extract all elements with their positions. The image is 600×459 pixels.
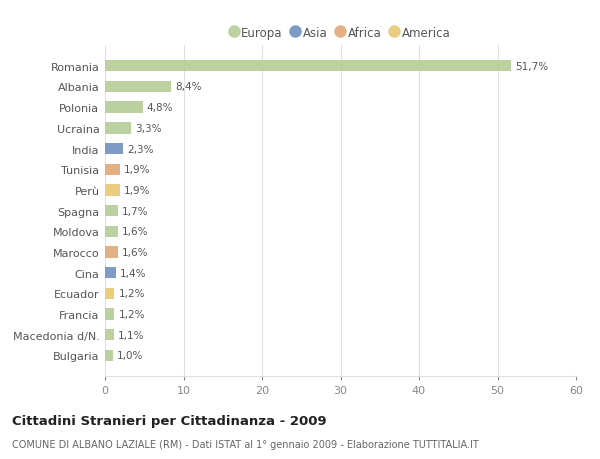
Bar xyxy=(105,123,131,134)
Bar xyxy=(105,288,115,299)
Text: 1,6%: 1,6% xyxy=(121,247,148,257)
Legend: Europa, Asia, Africa, America: Europa, Asia, Africa, America xyxy=(226,22,455,45)
Bar xyxy=(105,268,116,279)
Text: 1,6%: 1,6% xyxy=(121,227,148,237)
Bar xyxy=(105,164,120,175)
Bar xyxy=(105,61,511,72)
Bar xyxy=(105,206,118,217)
Text: 1,2%: 1,2% xyxy=(118,289,145,299)
Text: 1,0%: 1,0% xyxy=(117,351,143,361)
Text: 3,3%: 3,3% xyxy=(135,123,161,134)
Bar xyxy=(105,247,118,258)
Text: 51,7%: 51,7% xyxy=(515,62,548,72)
Text: 1,1%: 1,1% xyxy=(118,330,144,340)
Text: 1,2%: 1,2% xyxy=(118,309,145,319)
Text: 2,3%: 2,3% xyxy=(127,144,154,154)
Text: COMUNE DI ALBANO LAZIALE (RM) - Dati ISTAT al 1° gennaio 2009 - Elaborazione TUT: COMUNE DI ALBANO LAZIALE (RM) - Dati IST… xyxy=(12,440,479,449)
Text: 4,8%: 4,8% xyxy=(146,103,173,113)
Bar xyxy=(105,350,113,361)
Bar xyxy=(105,82,171,93)
Text: 1,9%: 1,9% xyxy=(124,185,151,196)
Text: Cittadini Stranieri per Cittadinanza - 2009: Cittadini Stranieri per Cittadinanza - 2… xyxy=(12,414,326,428)
Text: 8,4%: 8,4% xyxy=(175,82,202,92)
Text: 1,9%: 1,9% xyxy=(124,165,151,175)
Bar xyxy=(105,330,113,341)
Text: 1,4%: 1,4% xyxy=(120,268,146,278)
Text: 1,7%: 1,7% xyxy=(122,206,149,216)
Bar xyxy=(105,309,115,320)
Bar xyxy=(105,144,123,155)
Bar xyxy=(105,185,120,196)
Bar xyxy=(105,102,143,113)
Bar xyxy=(105,226,118,237)
